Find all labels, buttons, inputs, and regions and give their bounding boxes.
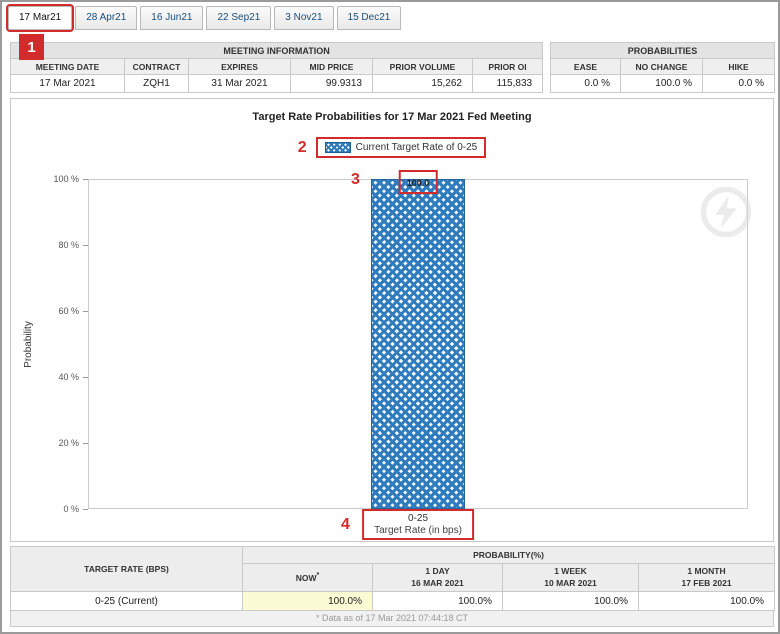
bt-col-1-week-date: 10 MAR 2021 — [544, 577, 597, 588]
bt-col-1-week-label: 1 WEEK — [554, 566, 587, 577]
prob-value-ease: 0.0 % — [550, 74, 621, 93]
chart-legend-row: 2 Current Target Rate of 0-25 — [11, 137, 773, 158]
mi-value-expires: 31 Mar 2021 — [188, 74, 291, 93]
mi-value-meeting-date: 17 Mar 2021 — [10, 74, 125, 93]
annotation-badge-1: 1 — [19, 34, 44, 60]
annotation-box-4: 0-25 Target Rate (in bps) — [362, 509, 474, 540]
y-tick-mark — [83, 509, 88, 510]
probabilities-title: PROBABILITIES — [549, 42, 776, 59]
y-tick-label-100: 100 % — [53, 174, 79, 184]
prob-value-hike: 0.0 % — [701, 74, 776, 93]
prob-value-no-change: 100.0 % — [620, 74, 703, 93]
bt-col-1-day: 1 DAY 16 MAR 2021 — [372, 563, 503, 592]
tab-3-nov-21[interactable]: 3 Nov21 — [274, 6, 334, 30]
mi-header-meeting-date: MEETING DATE — [10, 58, 125, 75]
bt-1-week-value: 100.0% — [502, 591, 639, 611]
tab-28-apr-21[interactable]: 28 Apr21 — [75, 6, 138, 30]
mi-value-prior-oi: 115,833 — [471, 74, 544, 93]
annotation-digit-3: 3 — [351, 171, 360, 188]
bt-1-day-value: 100.0% — [372, 591, 503, 611]
tab-label: 15 Dec21 — [347, 12, 391, 23]
y-tick-mark — [83, 179, 88, 180]
bt-header-probability-group: PROBABILITY(%) — [241, 546, 776, 564]
bar-value-label: 100.0 — [406, 178, 430, 188]
tab-label: 28 Apr21 — [86, 12, 127, 23]
prob-header-no-change: NO CHANGE — [620, 58, 703, 75]
tab-label: 16 Jun21 — [151, 12, 193, 23]
y-tick-mark — [83, 377, 88, 378]
data-timestamp-note: * Data as of 17 Mar 2021 07:44:18 CT — [10, 611, 774, 627]
y-tick-label-0: 0 % — [63, 504, 79, 514]
bt-now-value: 100.0% — [242, 591, 373, 611]
mi-header-expires: EXPIRES — [188, 58, 291, 75]
tab-label: 17 Mar21 — [19, 12, 62, 23]
y-tick-mark — [83, 443, 88, 444]
probability-history-table: TARGET RATE (BPS) PROBABILITY(%) NOW* 1 … — [10, 546, 776, 611]
y-tick-mark — [83, 245, 88, 246]
bt-col-1-month: 1 MONTH 17 FEB 2021 — [637, 563, 776, 592]
bt-col-now-label: NOW — [295, 572, 317, 583]
tab-16-jun-21[interactable]: 16 Jun21 — [140, 6, 204, 30]
bt-col-now: NOW* — [242, 563, 373, 592]
chart-title: Target Rate Probabilities for 17 Mar 202… — [252, 111, 532, 123]
tab-15-dec-21[interactable]: 15 Dec21 — [336, 6, 402, 30]
bt-col-1-week: 1 WEEK 10 MAR 2021 — [502, 563, 639, 592]
mi-value-mid-price: 99.9313 — [290, 74, 373, 93]
quikstrike-watermark-logo — [699, 185, 753, 239]
y-tick-label-80: 80 % — [58, 240, 79, 250]
mi-header-mid-price: MID PRICE — [290, 58, 373, 75]
bt-row-target-rate-label: 0-25 (Current) — [10, 591, 243, 611]
meeting-tab-bar: 17 Mar21 28 Apr21 16 Jun21 22 Sep21 3 No… — [6, 4, 774, 32]
probability-chart-panel: Target Rate Probabilities for 17 Mar 202… — [10, 98, 774, 542]
annotation-digit-4: 4 — [341, 516, 350, 533]
bt-header-target-rate-bps: TARGET RATE (BPS) — [10, 546, 243, 592]
bt-col-now-asterisk: * — [316, 572, 320, 580]
mi-header-prior-oi: PRIOR OI — [471, 58, 544, 75]
bt-col-1-day-date: 16 MAR 2021 — [411, 577, 464, 588]
prob-header-hike: HIKE — [701, 58, 776, 75]
bt-col-1-month-date: 17 FEB 2021 — [681, 577, 732, 588]
tab-17-mar-21[interactable]: 17 Mar21 — [6, 4, 75, 32]
x-category-label: 0-25 — [407, 513, 429, 524]
y-tick-label-40: 40 % — [58, 372, 79, 382]
annotation-digit-2: 2 — [297, 138, 307, 156]
y-tick-label-60: 60 % — [58, 306, 79, 316]
lightning-bolt-circle-icon — [700, 186, 752, 238]
probabilities-table: PROBABILITIES EASE NO CHANGE HIKE 0.0 % … — [549, 42, 776, 93]
legend-swatch-crosshatch — [324, 142, 351, 153]
annotation-box-2: Current Target Rate of 0-25 — [315, 137, 487, 158]
y-tick-mark — [83, 311, 88, 312]
annotation-box-3: 100.0 — [398, 170, 438, 194]
tab-label: 3 Nov21 — [285, 12, 323, 23]
x-axis-title: Target Rate (in bps) — [374, 525, 462, 536]
bt-col-1-month-label: 1 MONTH — [687, 566, 726, 577]
meeting-information-table: MEETING INFORMATION MEETING DATE CONTRAC… — [9, 42, 544, 93]
mi-value-contract: ZQH1 — [124, 74, 189, 93]
meeting-information-title: MEETING INFORMATION — [9, 42, 544, 59]
probability-history-section: TARGET RATE (BPS) PROBABILITY(%) NOW* 1 … — [10, 546, 776, 627]
bt-1-month-value: 100.0% — [637, 591, 776, 611]
y-tick-label-20: 20 % — [58, 438, 79, 448]
mi-header-contract: CONTRACT — [124, 58, 189, 75]
legend-series-label[interactable]: Current Target Rate of 0-25 — [355, 142, 478, 153]
y-axis-title: Probability — [22, 320, 34, 368]
prob-header-ease: EASE — [550, 58, 621, 75]
tab-22-sep-21[interactable]: 22 Sep21 — [206, 6, 272, 30]
bt-col-1-day-label: 1 DAY — [425, 566, 450, 577]
table-row: 0-25 (Current) 100.0% 100.0% 100.0% 100.… — [10, 591, 776, 611]
mi-header-prior-volume: PRIOR VOLUME — [372, 58, 473, 75]
mi-value-prior-volume: 15,262 — [372, 74, 473, 93]
probability-bar-0-25[interactable] — [371, 179, 465, 509]
tab-label: 22 Sep21 — [217, 12, 261, 23]
